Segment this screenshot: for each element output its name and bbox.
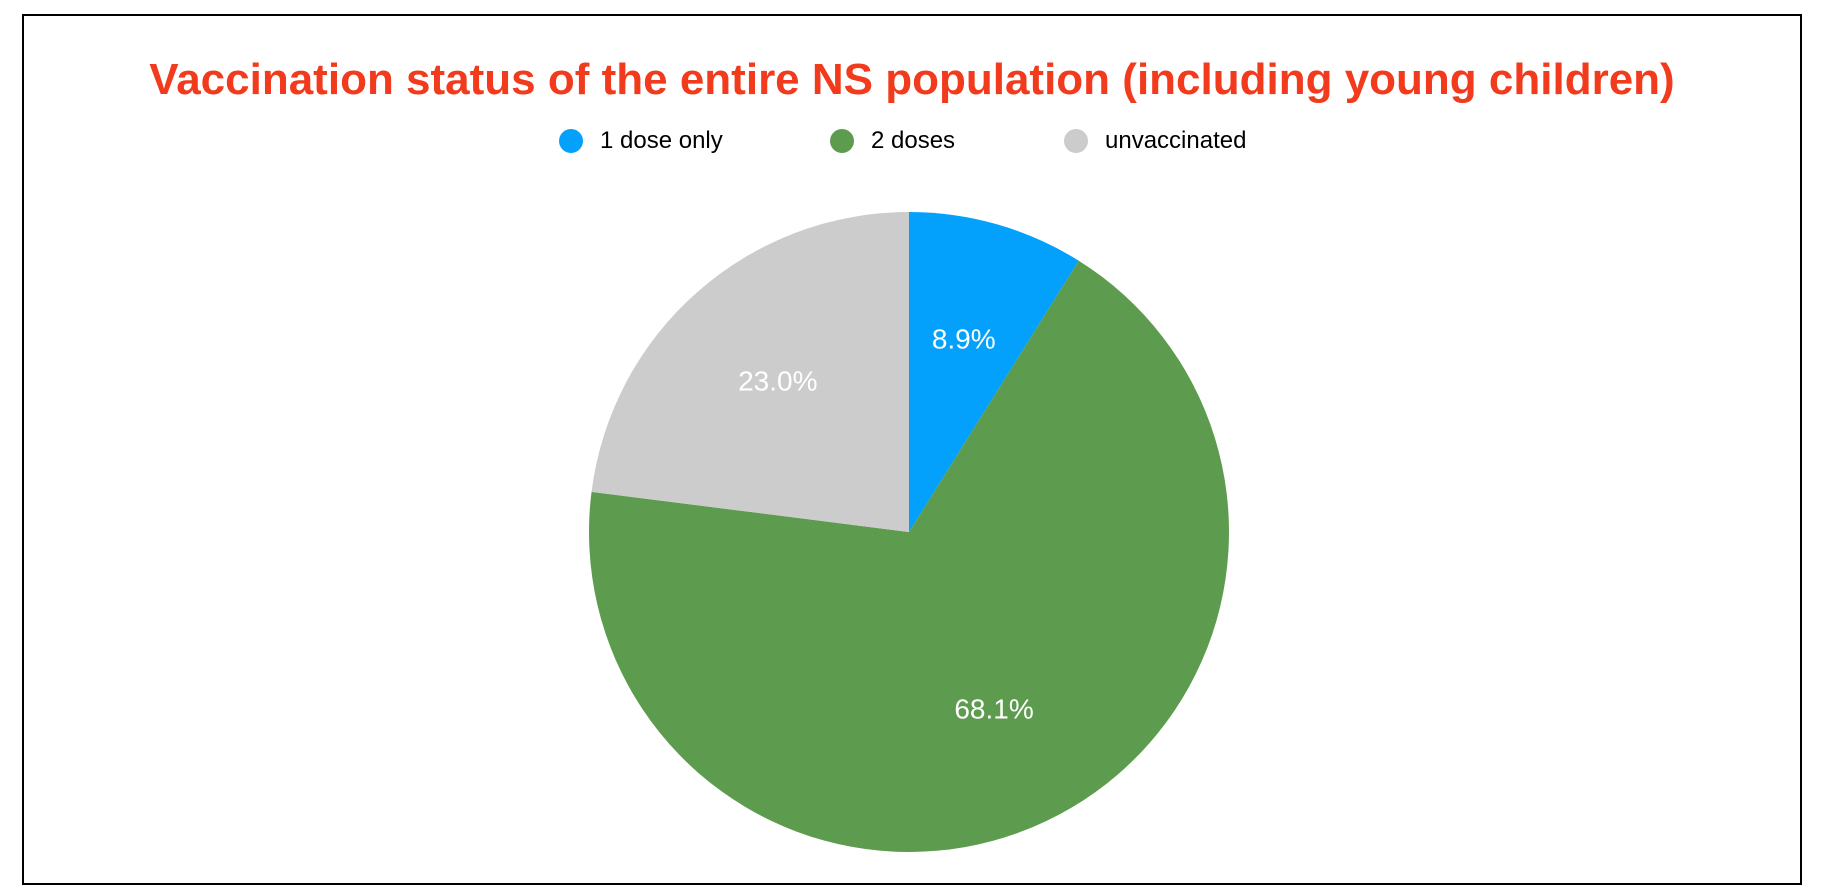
legend-label: unvaccinated xyxy=(1105,127,1247,154)
legend-item-2-doses[interactable]: 2 doses xyxy=(830,124,955,158)
data-label-1-dose-only: 8.9% xyxy=(932,324,996,355)
chart-title: Vaccination status of the entire NS popu… xyxy=(149,55,1675,104)
chart-legend: 1 dose only 2 doses unvaccinated xyxy=(24,124,1800,158)
data-label-unvaccinated: 23.0% xyxy=(738,366,817,397)
legend-item-unvaccinated[interactable]: unvaccinated xyxy=(1064,124,1246,158)
pie-slice-2-doses[interactable] xyxy=(589,260,1230,852)
legend-item-1-dose-only[interactable]: 1 dose only xyxy=(559,124,723,158)
pie-chart: 8.9% 68.1% 23.0% xyxy=(589,212,1230,852)
legend-swatch-unvaccinated xyxy=(1064,129,1088,153)
pie-slice-unvaccinated[interactable] xyxy=(591,212,909,532)
legend-swatch-1-dose-only xyxy=(559,129,583,153)
chart-frame: Vaccination status of the entire NS popu… xyxy=(22,14,1802,885)
data-label-2-doses: 68.1% xyxy=(954,694,1033,725)
legend-label: 1 dose only xyxy=(600,127,723,154)
legend-swatch-2-doses xyxy=(830,129,854,153)
legend-label: 2 doses xyxy=(871,127,956,154)
pie-slice-1-dose-only[interactable] xyxy=(909,212,1079,532)
